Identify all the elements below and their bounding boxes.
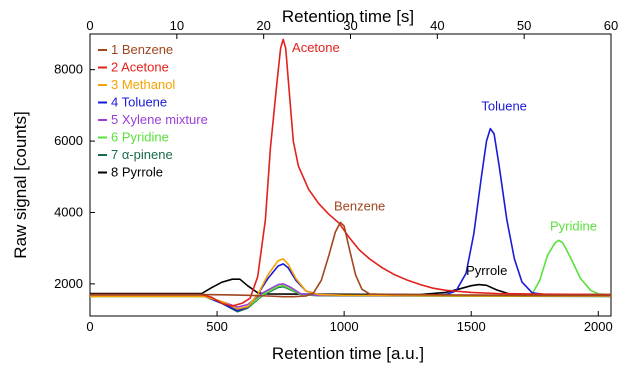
legend-label: 2 Acetone — [111, 60, 169, 75]
x2-tick-label: 60 — [604, 18, 618, 33]
legend-label: 7 α-pinene — [111, 147, 173, 162]
annotation-pyrrole: Pyrrole — [466, 263, 507, 278]
x2-tick-label: 10 — [170, 18, 184, 33]
legend-label: 5 Xylene mixture — [111, 112, 208, 127]
legend-label: 6 Pyridine — [111, 130, 169, 145]
legend-label: 1 Benzene — [111, 42, 173, 57]
peak-annotations: Acetone Benzene Toluene Pyridine Pyrrole — [292, 40, 597, 278]
x-tick-label: 2000 — [584, 319, 613, 334]
y-tick-label: 8000 — [54, 62, 83, 77]
annotation-acetone: Acetone — [292, 40, 340, 55]
series-line-2-acetone — [90, 38, 612, 307]
x2-tick-label: 50 — [517, 18, 531, 33]
x-axis-title: Retention time [a.u.] — [272, 344, 424, 363]
x-tick-label: 500 — [206, 319, 228, 334]
y-tick-label: 4000 — [54, 204, 83, 219]
series-line-7-pinene — [90, 285, 612, 313]
y-axis-title: Raw signal [counts] — [11, 111, 30, 258]
legend-label: 8 Pyrrole — [111, 165, 163, 180]
annotation-benzene: Benzene — [334, 199, 385, 214]
legend-label: 3 Methanol — [111, 77, 175, 92]
y-tick-label: 6000 — [54, 133, 83, 148]
x-tick-label: 1000 — [330, 319, 359, 334]
series-lines — [90, 38, 612, 313]
x2-tick-label: 0 — [86, 18, 93, 33]
annotation-pyridine: Pyridine — [550, 218, 597, 233]
series-line-1-benzene — [90, 221, 611, 298]
legend-label: 4 Toluene — [111, 95, 167, 110]
x2-axis-title: Retention time [s] — [282, 7, 414, 26]
y-tick-label: 2000 — [54, 276, 83, 291]
x2-tick-label: 20 — [256, 18, 270, 33]
x2-tick-label: 40 — [430, 18, 444, 33]
series-line-3-methanol — [90, 258, 611, 310]
x2-tick-label: 30 — [343, 18, 357, 33]
annotation-toluene: Toluene — [481, 99, 527, 114]
x-tick-label: 1500 — [457, 319, 486, 334]
axis-ticks: 0 500 1000 1500 2000 2000 4000 6000 8000 0 10 20 30 4… — [54, 18, 618, 334]
x-tick-label: 0 — [86, 319, 93, 334]
legend: 1 Benzene 2 Acetone 3 Methanol 4 Toluene 5 X… — [98, 42, 208, 180]
